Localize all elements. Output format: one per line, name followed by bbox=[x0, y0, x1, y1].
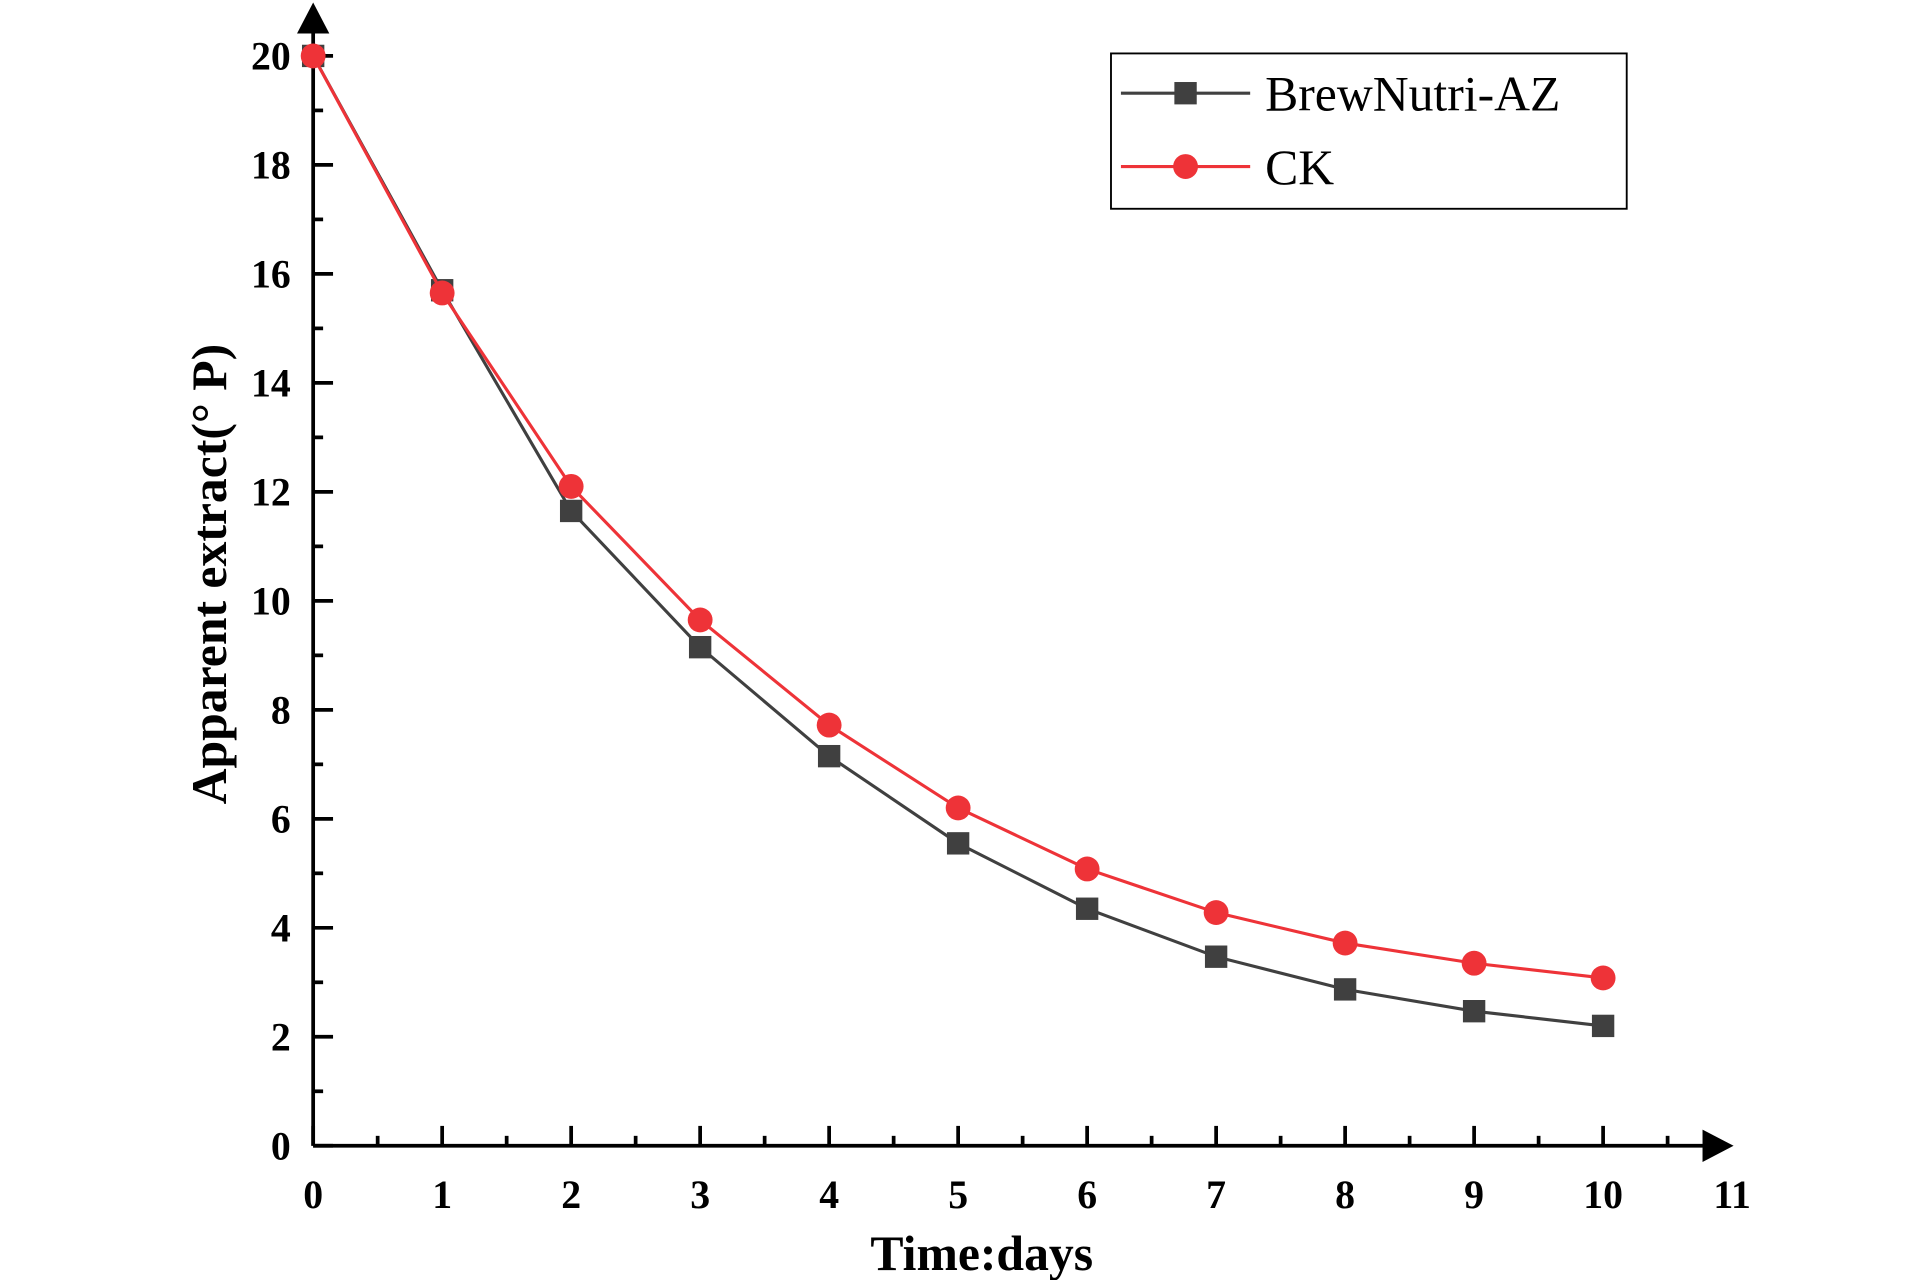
y-tick-label: 4 bbox=[271, 906, 291, 950]
y-tick-label: 16 bbox=[251, 253, 291, 297]
y-tick-label: 12 bbox=[251, 471, 291, 515]
x-tick-label: 2 bbox=[561, 1173, 581, 1217]
data-point-ck bbox=[687, 607, 713, 633]
legend-label-ck: CK bbox=[1265, 140, 1334, 195]
y-tick-label: 14 bbox=[251, 362, 291, 406]
legend: BrewNutri-AZ CK bbox=[1110, 52, 1628, 210]
data-point-brewnutri-az bbox=[946, 832, 970, 855]
data-point-ck bbox=[1590, 965, 1616, 991]
data-point-ck bbox=[1203, 900, 1229, 925]
data-point-brewnutri-az bbox=[1591, 1014, 1615, 1038]
data-point-ck bbox=[1332, 930, 1358, 956]
x-axis-arrow bbox=[1702, 1129, 1734, 1162]
x-tick-label: 8 bbox=[1335, 1173, 1355, 1217]
x-tick-label: 5 bbox=[948, 1173, 968, 1217]
data-point-brewnutri-az bbox=[1462, 1000, 1486, 1023]
data-point-brewnutri-az bbox=[1075, 897, 1099, 920]
y-tick-label: 2 bbox=[271, 1015, 291, 1059]
data-point-brewnutri-az bbox=[1204, 945, 1228, 968]
x-tick-label: 6 bbox=[1077, 1173, 1097, 1217]
legend-marker-brewnutri-az bbox=[1174, 82, 1197, 105]
x-tick-label: 10 bbox=[1583, 1173, 1623, 1217]
y-axis-arrow bbox=[297, 2, 330, 34]
y-tick-label: 10 bbox=[251, 580, 291, 624]
data-point-ck bbox=[945, 795, 971, 821]
data-point-ck bbox=[300, 43, 326, 69]
x-tick-label: 11 bbox=[1713, 1173, 1751, 1217]
y-tick-label: 18 bbox=[251, 144, 291, 188]
data-point-ck bbox=[1461, 950, 1487, 976]
data-point-brewnutri-az bbox=[559, 499, 583, 523]
y-tick-label: 8 bbox=[271, 689, 291, 733]
x-tick-label: 3 bbox=[690, 1173, 710, 1217]
data-point-brewnutri-az bbox=[1333, 978, 1357, 1001]
y-tick-label: 6 bbox=[271, 797, 291, 841]
y-axis-label: Apparent extract(° P) bbox=[182, 344, 237, 804]
x-tick-label: 1 bbox=[432, 1173, 452, 1217]
x-tick-label: 0 bbox=[303, 1173, 323, 1217]
data-point-ck bbox=[429, 280, 455, 306]
x-tick-label: 7 bbox=[1206, 1173, 1226, 1217]
data-point-ck bbox=[1074, 856, 1100, 882]
x-axis-label: Time:days bbox=[870, 1226, 1093, 1280]
data-point-ck bbox=[558, 473, 584, 499]
legend-box bbox=[1110, 52, 1628, 210]
x-tick-label: 4 bbox=[819, 1173, 839, 1217]
series-layer bbox=[300, 43, 1616, 1038]
data-point-ck bbox=[816, 712, 842, 738]
data-point-brewnutri-az bbox=[817, 744, 841, 768]
data-point-brewnutri-az bbox=[688, 635, 712, 659]
x-tick-label: 9 bbox=[1464, 1173, 1484, 1217]
y-tick-label: 20 bbox=[251, 35, 291, 79]
legend-marker-ck bbox=[1173, 154, 1198, 179]
legend-label-brewnutri-az: BrewNutri-AZ bbox=[1265, 67, 1560, 122]
y-tick-label: 0 bbox=[271, 1124, 291, 1168]
